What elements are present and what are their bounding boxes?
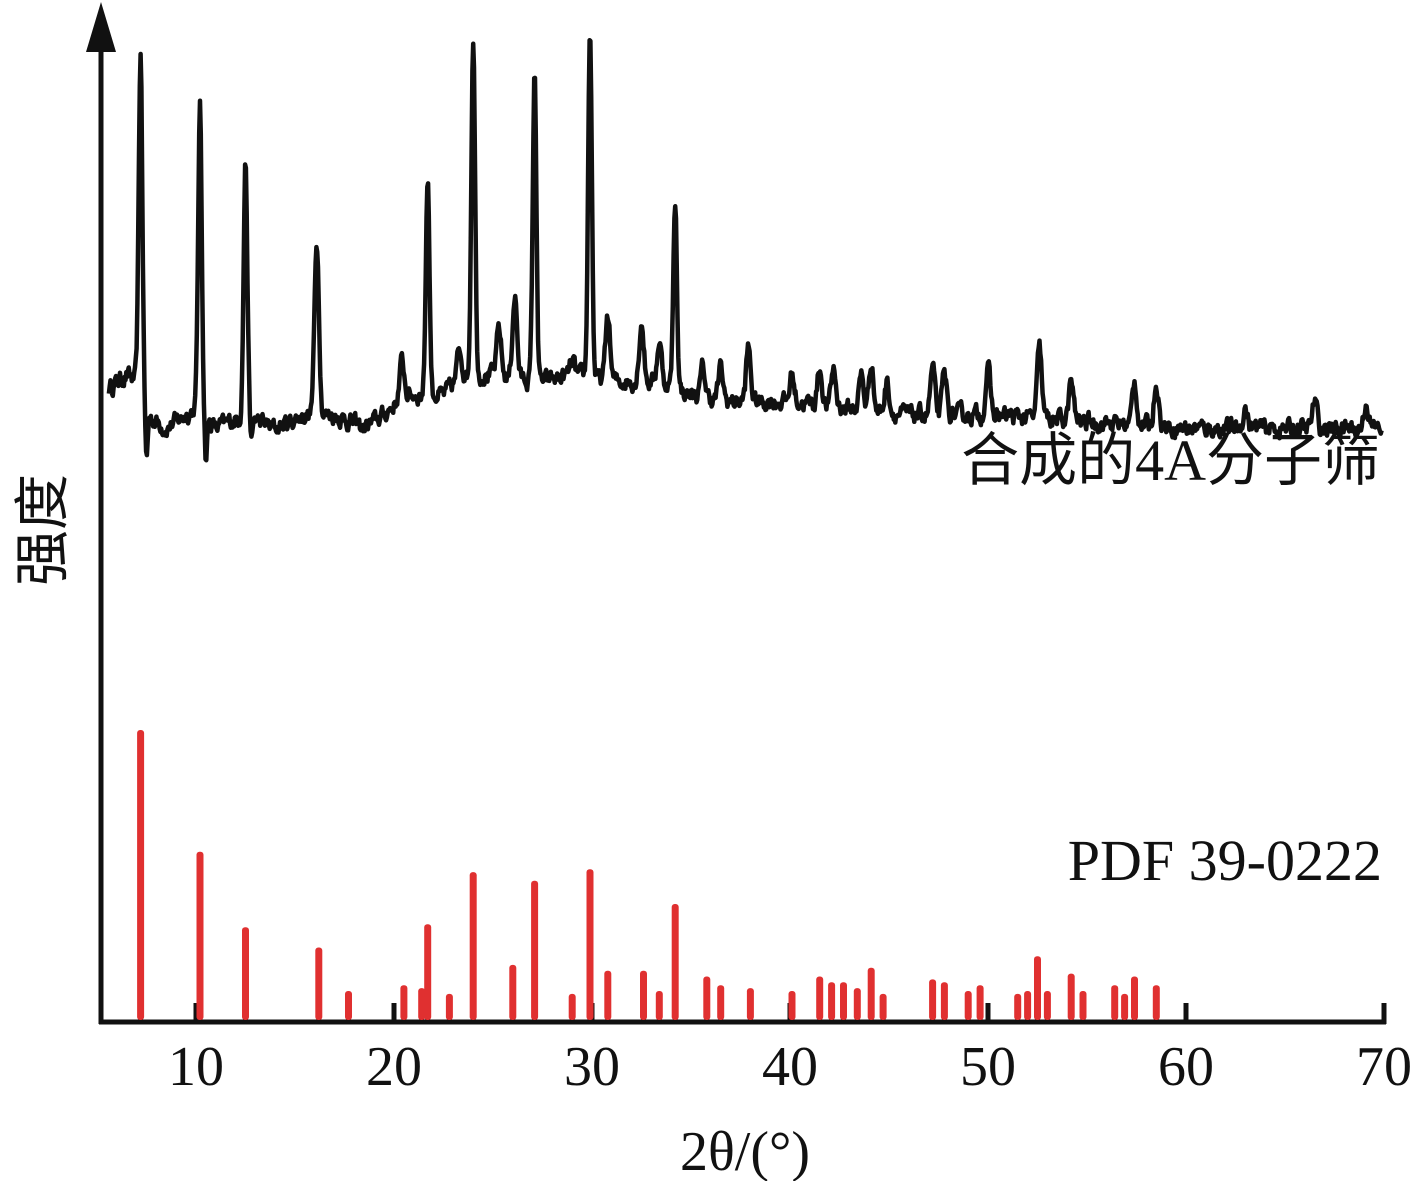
reference-stick xyxy=(879,993,887,1020)
reference-stick xyxy=(655,991,663,1020)
reference-stick xyxy=(964,991,972,1020)
synthesized-4a-pattern-line xyxy=(106,37,1384,463)
reference-stick xyxy=(1024,991,1032,1020)
reference-stick xyxy=(400,985,408,1020)
x-tick-label-10: 10 xyxy=(168,1036,224,1098)
reference-stick xyxy=(717,985,725,1020)
reference-stick xyxy=(671,904,679,1020)
reference-sticks xyxy=(137,730,1160,1020)
reference-stick xyxy=(867,967,875,1020)
reference-stick xyxy=(746,988,754,1020)
reference-stick xyxy=(242,927,249,1020)
reference-stick xyxy=(604,970,612,1020)
reference-stick xyxy=(1152,985,1160,1020)
reference-stick xyxy=(445,993,453,1020)
reference-stick xyxy=(1014,993,1022,1020)
reference-stick xyxy=(345,991,352,1020)
reference-stick xyxy=(703,976,711,1020)
x-axis-title: 2θ/(°) xyxy=(680,1121,810,1181)
reference-stick xyxy=(424,924,432,1020)
reference-stick xyxy=(929,979,937,1020)
reference-stick xyxy=(315,947,323,1020)
reference-stick xyxy=(840,982,847,1020)
reference-stick xyxy=(137,730,145,1020)
reference-stick xyxy=(531,880,539,1020)
reference-stick xyxy=(509,964,517,1020)
y-axis-title: 强度 xyxy=(13,474,75,586)
reference-stick xyxy=(640,970,647,1020)
x-tick-label-40: 40 xyxy=(762,1036,818,1098)
x-tick-labels: 10 20 30 40 50 60 70 xyxy=(168,1036,1412,1098)
reference-stick xyxy=(788,991,796,1020)
reference-stick xyxy=(1079,991,1087,1020)
reference-stick xyxy=(940,982,948,1020)
reference-stick xyxy=(853,988,861,1020)
axes xyxy=(86,2,1386,1025)
reference-stick xyxy=(586,869,594,1020)
reference-stick xyxy=(469,872,477,1020)
reference-stick xyxy=(568,993,576,1020)
reference-stick xyxy=(1034,956,1041,1020)
x-tick-label-60: 60 xyxy=(1158,1036,1214,1098)
reference-stick xyxy=(976,985,984,1020)
x-tick-label-70: 70 xyxy=(1356,1036,1412,1098)
x-tick-label-30: 30 xyxy=(564,1036,620,1098)
reference-stick xyxy=(418,988,426,1020)
reference-stick xyxy=(1121,993,1129,1020)
reference-stick xyxy=(196,851,204,1020)
reference-stick xyxy=(1131,976,1138,1020)
reference-stick xyxy=(828,982,836,1020)
series-label-reference: PDF 39-0222 xyxy=(1068,828,1382,893)
reference-stick xyxy=(1111,985,1119,1020)
reference-stick xyxy=(1043,991,1051,1020)
y-axis-arrow xyxy=(86,2,116,52)
reference-stick xyxy=(816,976,824,1020)
reference-stick xyxy=(1067,973,1075,1020)
x-tick-label-20: 20 xyxy=(366,1036,422,1098)
series-label-synthesized: 合成的4A分子筛 xyxy=(961,428,1380,493)
x-tick-label-50: 50 xyxy=(960,1036,1016,1098)
